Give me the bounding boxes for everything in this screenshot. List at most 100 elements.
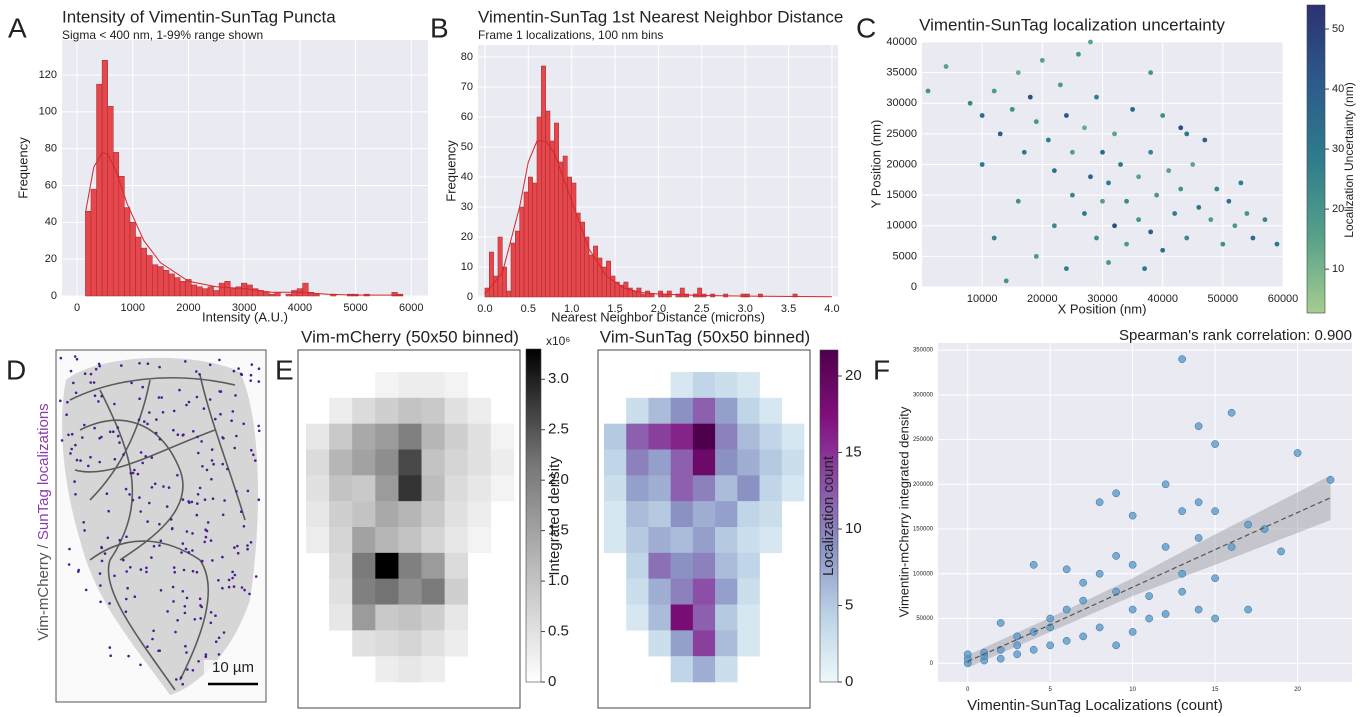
localization-dot (190, 500, 194, 504)
scatter-point (1262, 217, 1268, 223)
heatmap-cell (375, 578, 399, 605)
histogram-bar (174, 277, 181, 297)
x-tick-label: 2.0 (651, 303, 666, 315)
localization-dot (133, 468, 136, 472)
scatter-point (1076, 51, 1081, 57)
x-tick-label: 2.5 (694, 303, 709, 315)
filament (99, 389, 176, 691)
scatter-point (1293, 449, 1302, 457)
chart-title: Vimentin-SunTag 1st Nearest Neighbor Dis… (478, 7, 843, 26)
localization-dot (59, 356, 63, 360)
localization-dot (210, 459, 214, 462)
histogram-bar (528, 176, 533, 298)
heatmap-cell (398, 372, 422, 399)
heatmap-cell (490, 475, 515, 502)
scatter-point (1045, 137, 1051, 143)
scatter-point (1046, 641, 1055, 650)
heatmap-cell (421, 552, 445, 579)
histogram-bar (645, 290, 651, 298)
heatmap-cell (352, 501, 376, 528)
histogram-bar (554, 122, 559, 298)
scatter-point (1208, 217, 1214, 223)
localization-dot (195, 395, 199, 399)
y-tick-label: 40000 (886, 36, 917, 48)
heatmap-cell (670, 604, 694, 631)
heatmap-cell (604, 423, 627, 450)
scatter-point (1082, 125, 1087, 131)
x-tick-label: 5000 (343, 302, 367, 314)
localization-dot (237, 367, 240, 370)
localization-dot (97, 362, 101, 366)
localization-dot (204, 535, 208, 539)
x-tick-label: 30000 (1087, 293, 1118, 305)
heatmap-cell (421, 527, 445, 554)
filament (89, 379, 151, 501)
localization-dot (209, 539, 213, 542)
localization-dot (176, 619, 179, 622)
heatmap-cell (375, 372, 399, 399)
heatmap-cell (670, 501, 694, 528)
heatmap-cell (604, 475, 627, 502)
localization-dot (113, 574, 116, 578)
localization-dot (89, 381, 92, 384)
heatmap-cell (648, 397, 671, 424)
localization-dot (214, 640, 218, 643)
localization-dot (92, 381, 96, 384)
heatmap-cell (737, 552, 760, 579)
heatmap-cell (444, 475, 469, 502)
localization-dot (157, 649, 160, 653)
scatter-point (1124, 241, 1129, 247)
localization-dot (113, 457, 117, 461)
heatmap-cell (329, 604, 353, 631)
y-tick-label: 5000 (893, 250, 917, 262)
localization-dot (214, 614, 217, 617)
scatter-point (1178, 569, 1186, 578)
colorbar-tick-label: 10 (1332, 263, 1344, 275)
localization-dot (210, 448, 214, 451)
localization-dot (129, 566, 132, 569)
scatter-point (1250, 235, 1256, 241)
scatter-point (1088, 174, 1093, 180)
scatter-point (1128, 628, 1137, 636)
localization-dot (176, 473, 179, 477)
localization-dot (221, 436, 224, 439)
scatter-point (925, 88, 931, 94)
heatmap-cell (421, 578, 445, 605)
filament (89, 540, 209, 681)
scatter-point (1015, 198, 1021, 204)
histogram-bar (202, 288, 209, 297)
localization-dot (257, 380, 261, 383)
localization-dot (97, 400, 100, 403)
localization-dot (83, 423, 86, 427)
cell-body (62, 357, 259, 695)
localization-dot (105, 492, 109, 496)
x-tick-label: 40000 (1147, 293, 1178, 305)
histogram-bar (506, 290, 512, 298)
scatter-point (1145, 614, 1153, 623)
localization-dot (186, 668, 189, 671)
heatmap-cell (692, 578, 716, 605)
heatmap-cell (467, 397, 492, 424)
localization-dot (208, 398, 212, 401)
localization-dot (83, 529, 86, 532)
colorbar (1306, 4, 1326, 314)
scatter-point (1136, 174, 1141, 180)
heatmap-cell (444, 423, 469, 450)
localization-dot (233, 573, 237, 577)
heatmap-cell (352, 630, 376, 657)
localization-dot (250, 363, 254, 366)
histogram-bar (532, 182, 538, 298)
histogram-bar (101, 60, 108, 297)
localization-dot (143, 420, 146, 423)
localization-dot (204, 655, 208, 658)
scatter-point (1178, 507, 1186, 516)
heatmap-cell (781, 449, 805, 476)
localization-dot (232, 369, 236, 373)
heatmap-cell (737, 449, 760, 476)
x-tick-label: 50000 (1208, 293, 1239, 305)
localization-dot (72, 381, 75, 385)
localization-dot (150, 486, 154, 489)
y-tick-label: 30 (461, 201, 473, 213)
heatmap-cell (329, 397, 353, 424)
heatmap-cell (467, 501, 492, 528)
